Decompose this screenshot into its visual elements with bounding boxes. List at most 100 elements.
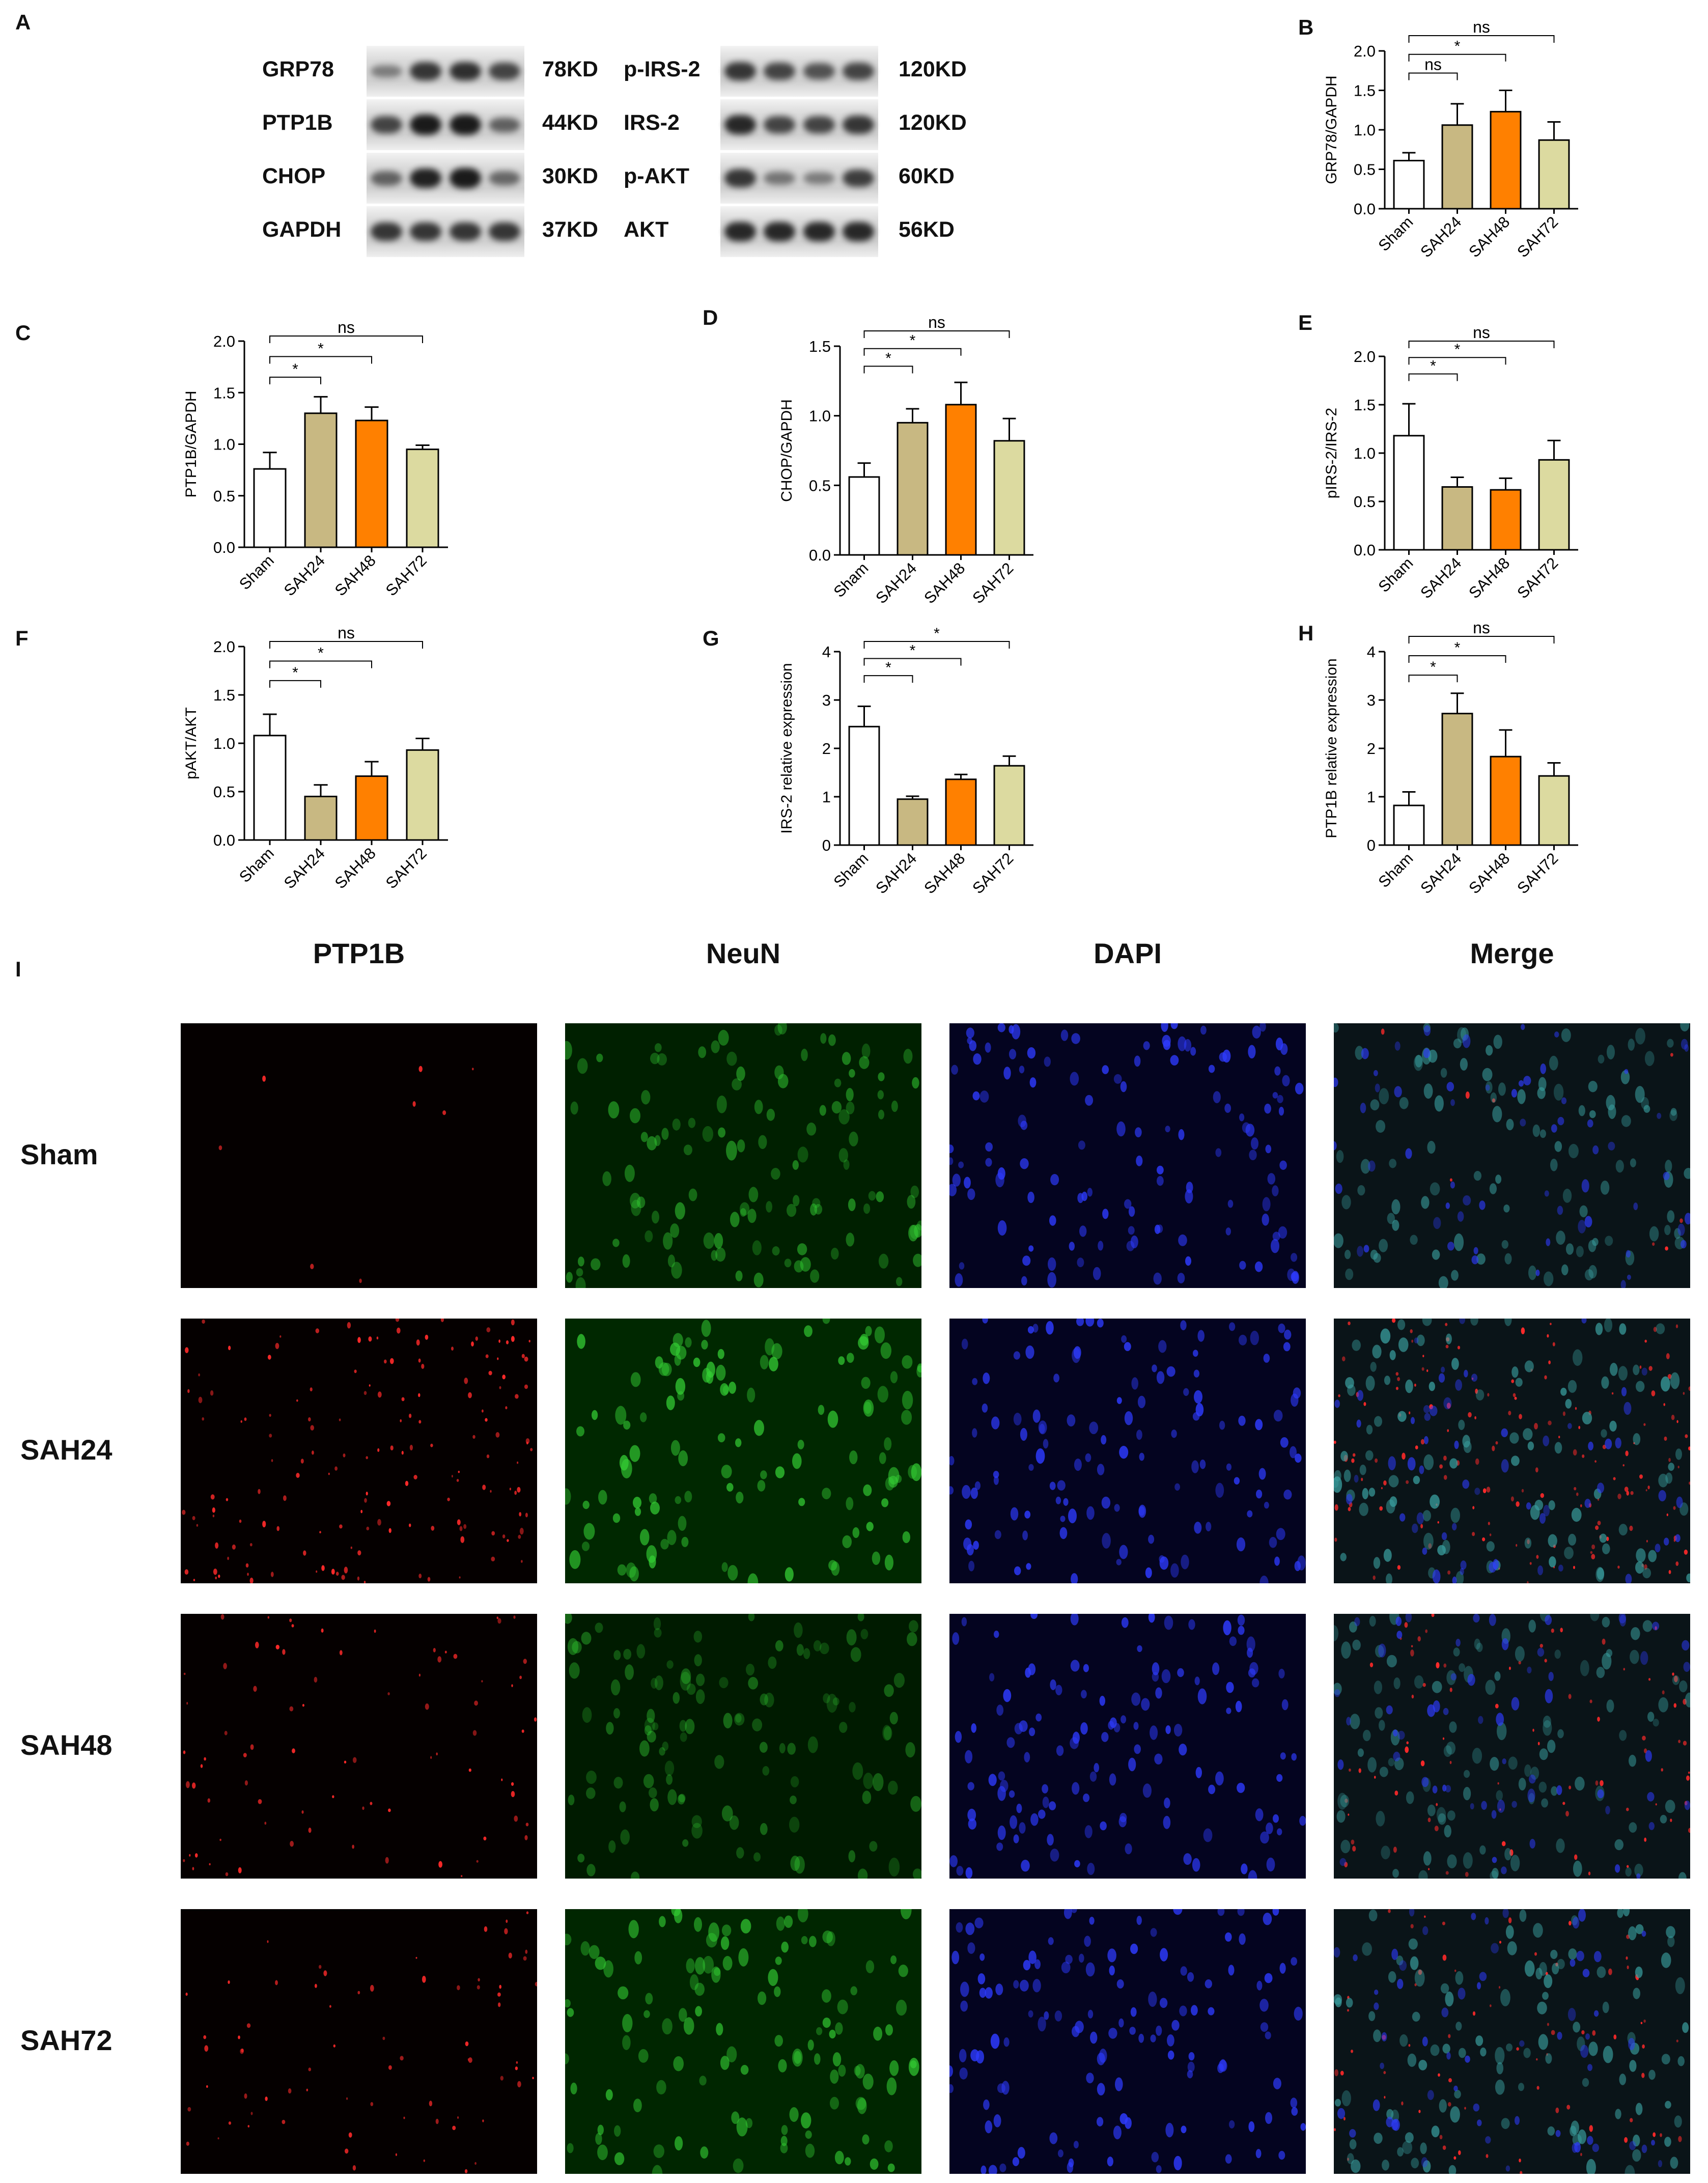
y-tick-label: 1.5 bbox=[809, 338, 831, 355]
significance-label: * bbox=[885, 350, 891, 367]
y-tick-label: 0.5 bbox=[213, 783, 235, 801]
column-header: DAPI bbox=[1094, 937, 1162, 969]
blot-band bbox=[449, 62, 481, 81]
micrograph-merge-sah48 bbox=[1334, 1614, 1690, 1879]
bar-sah48 bbox=[1490, 110, 1522, 210]
significance-bracket bbox=[1408, 53, 1506, 62]
x-tick-label: SAH48 bbox=[331, 551, 379, 599]
blot-band bbox=[449, 222, 481, 241]
x-tick-label: Sham bbox=[1375, 554, 1416, 596]
significance-bracket bbox=[863, 675, 913, 683]
y-tick-label: 0.0 bbox=[809, 546, 831, 564]
x-tick-label: SAH72 bbox=[382, 551, 430, 599]
y-axis-label: PTP1B relative expression bbox=[1323, 658, 1340, 838]
y-tick-label: 1.5 bbox=[213, 384, 235, 402]
y-tick-label: 4 bbox=[822, 643, 831, 661]
blot-band bbox=[410, 168, 442, 188]
blot-band bbox=[764, 116, 796, 133]
bar-sah72 bbox=[1538, 775, 1570, 846]
blot-size-label: 78KD bbox=[542, 57, 598, 81]
x-tick-label: SAH24 bbox=[281, 551, 328, 599]
x-tick-label: SAH72 bbox=[1514, 213, 1561, 261]
significance-label: ns bbox=[1473, 18, 1490, 36]
y-tick-label: 2.0 bbox=[213, 332, 235, 350]
y-tick-label: 0.5 bbox=[809, 477, 831, 494]
y-axis-label: IRS-2 relative expression bbox=[778, 663, 795, 833]
y-tick-label: 1.0 bbox=[213, 436, 235, 454]
bar-sah72 bbox=[1538, 459, 1570, 551]
y-tick-label: 1.0 bbox=[1354, 444, 1376, 462]
blot-band bbox=[489, 222, 521, 241]
bar-sham bbox=[1393, 435, 1425, 551]
blot-size-label: 60KD bbox=[899, 164, 955, 188]
panel-i-letter: I bbox=[15, 957, 21, 981]
bar-sah72 bbox=[993, 440, 1025, 556]
panel-letter-h: H bbox=[1298, 621, 1314, 645]
blot-band bbox=[489, 117, 521, 132]
bar-sah72 bbox=[993, 765, 1025, 846]
significance-bracket bbox=[269, 660, 372, 668]
x-tick-label: SAH72 bbox=[969, 849, 1017, 897]
blot-protein-label: PTP1B bbox=[262, 110, 333, 135]
significance-bracket bbox=[1408, 341, 1555, 348]
significance-label: * bbox=[934, 625, 940, 642]
y-tick-label: 1 bbox=[1367, 788, 1376, 806]
x-tick-label: SAH24 bbox=[1417, 213, 1465, 261]
x-tick-label: SAH72 bbox=[1514, 849, 1561, 897]
x-tick-label: SAH48 bbox=[920, 849, 968, 897]
panel-a-letter: A bbox=[15, 10, 31, 34]
micrograph-dapi-sah72 bbox=[949, 1909, 1306, 2174]
significance-bracket bbox=[1408, 72, 1458, 80]
blot-band bbox=[449, 168, 481, 188]
x-tick-label: SAH72 bbox=[1514, 554, 1561, 602]
significance-label: * bbox=[1430, 357, 1436, 374]
significance-label: * bbox=[1454, 38, 1461, 55]
bar-sah24 bbox=[897, 798, 929, 846]
blot-size-label: 120KD bbox=[899, 110, 967, 135]
significance-label: ns bbox=[338, 624, 355, 642]
blot-size-label: 120KD bbox=[899, 57, 967, 81]
significance-label: * bbox=[1454, 341, 1461, 358]
panel-letter-g: G bbox=[703, 626, 719, 650]
blot-protein-label: GRP78 bbox=[262, 57, 334, 81]
x-tick-label: SAH72 bbox=[382, 844, 430, 892]
bar-sah24 bbox=[304, 796, 338, 841]
y-tick-label: 1.0 bbox=[809, 407, 831, 425]
significance-label: ns bbox=[338, 318, 355, 337]
significance-label: ns bbox=[928, 313, 945, 331]
x-tick-label: SAH24 bbox=[872, 559, 920, 607]
y-tick-label: 0.0 bbox=[1354, 541, 1376, 559]
bar-sah24 bbox=[304, 412, 338, 548]
row-header: SAH24 bbox=[20, 1434, 113, 1466]
micrograph-ptp1b-sah24 bbox=[181, 1319, 537, 1583]
x-tick-label: SAH24 bbox=[872, 849, 920, 897]
bar-sah72 bbox=[1538, 139, 1570, 210]
significance-label: ns bbox=[1473, 323, 1490, 342]
y-tick-label: 0.0 bbox=[1354, 200, 1376, 218]
y-tick-label: 1.5 bbox=[1354, 396, 1376, 414]
blot-strip bbox=[720, 153, 878, 204]
bar-sham bbox=[253, 735, 287, 841]
blot-band bbox=[803, 116, 835, 133]
significance-label: * bbox=[1430, 659, 1436, 676]
bar-sah72 bbox=[406, 749, 439, 841]
bar-sham bbox=[848, 476, 880, 556]
significance-bracket bbox=[269, 356, 372, 364]
blot-size-label: 56KD bbox=[899, 217, 955, 242]
micrograph-merge-sham bbox=[1334, 1023, 1690, 1288]
bar-sham bbox=[1393, 159, 1425, 210]
panel-letter-c: C bbox=[15, 321, 31, 345]
panel-letter-e: E bbox=[1298, 311, 1313, 334]
significance-bracket bbox=[269, 680, 321, 688]
row-header: SAH72 bbox=[20, 2024, 113, 2056]
significance-bracket bbox=[1408, 373, 1458, 381]
blot-protein-label: CHOP bbox=[262, 164, 326, 188]
blot-size-label: 44KD bbox=[542, 110, 598, 135]
blot-band bbox=[764, 63, 796, 80]
micrograph-neun-sah48 bbox=[565, 1614, 921, 1879]
significance-bracket bbox=[863, 641, 1010, 649]
column-header: Merge bbox=[1470, 937, 1554, 969]
bar-sah48 bbox=[945, 778, 977, 846]
x-tick-label: SAH24 bbox=[1417, 554, 1465, 602]
